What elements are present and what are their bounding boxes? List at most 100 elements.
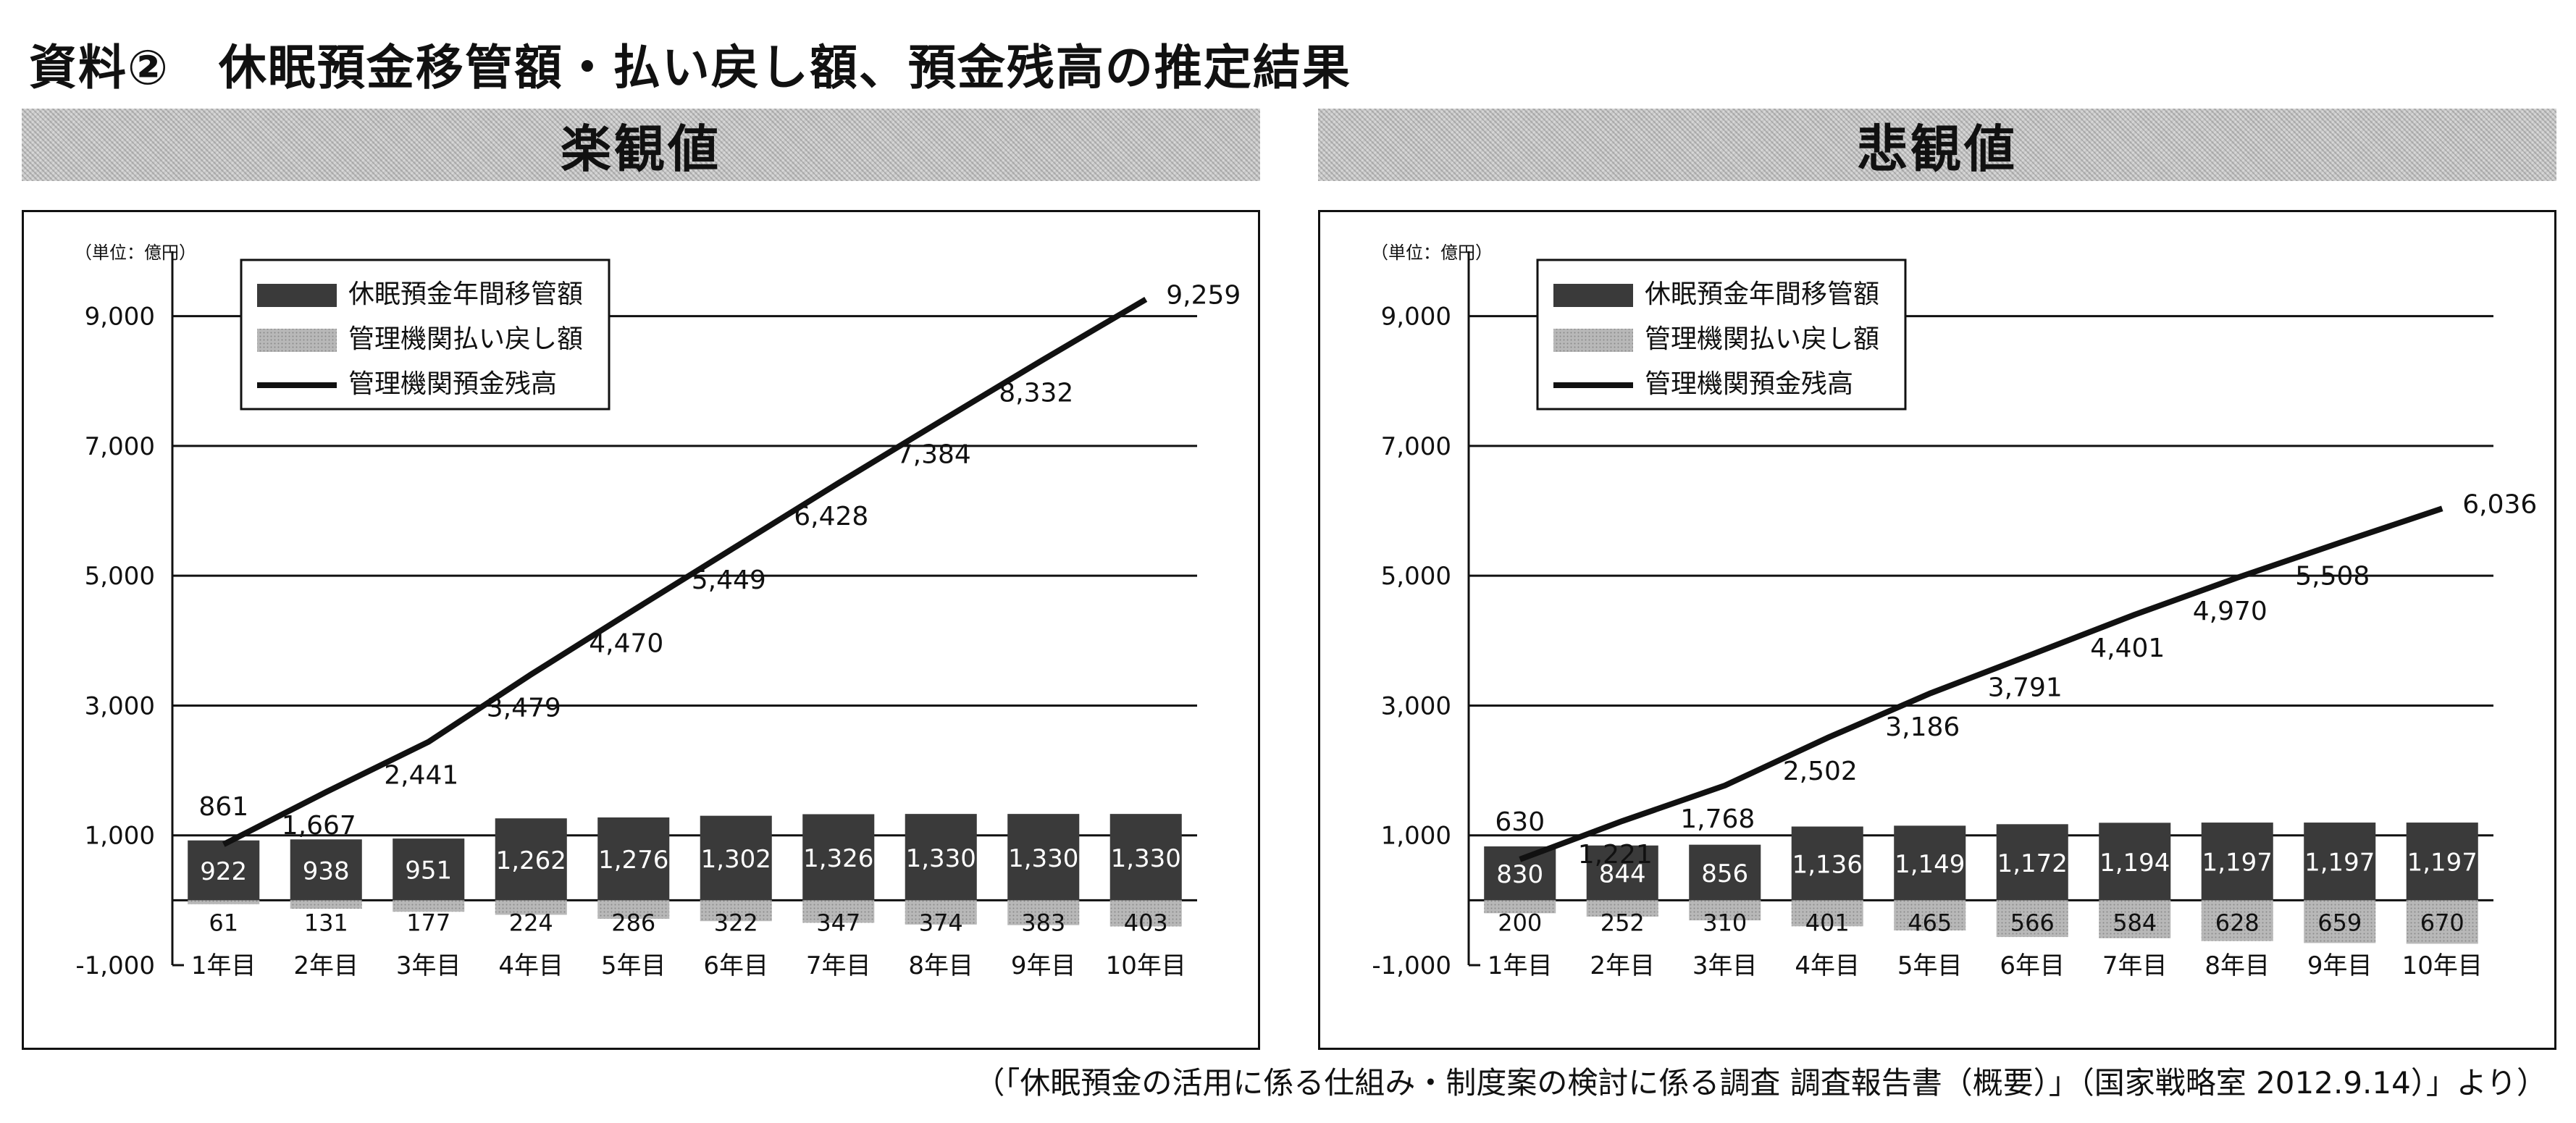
refund-bar-label: 200 bbox=[1498, 909, 1542, 936]
transfer-bar-label: 856 bbox=[1701, 859, 1748, 888]
refund-bar-label: 286 bbox=[611, 909, 655, 936]
transfer-bar bbox=[1007, 814, 1080, 901]
transfer-bar-label: 1,326 bbox=[803, 844, 873, 873]
optimistic-chart: （単位：億円） -1,000 1,000 3,000 5,000 7,000 9,000 92… bbox=[75, 243, 1241, 980]
transfer-bar-label: 922 bbox=[200, 857, 247, 886]
transfer-bar bbox=[597, 817, 670, 901]
legend-swatch-transfer bbox=[257, 284, 337, 307]
refund-bar-label: 347 bbox=[816, 909, 860, 936]
unit-label: （単位：億円） bbox=[75, 243, 196, 263]
refund-bar-label: 566 bbox=[2010, 909, 2055, 936]
x-tick-label: 1年目 bbox=[1488, 951, 1553, 980]
x-tick-label: 7年目 bbox=[2102, 951, 2168, 980]
x-tick-label: 3年目 bbox=[1692, 951, 1758, 980]
x-tick-label: 10年目 bbox=[1106, 951, 1186, 980]
legend-label: 管理機関預金残高 bbox=[348, 369, 557, 399]
balance-point-label: 2,502 bbox=[1783, 757, 1858, 786]
refund-bar bbox=[905, 900, 977, 925]
refund-bar bbox=[290, 900, 362, 909]
transfer-bar bbox=[290, 839, 362, 901]
optimistic-title: 楽観値 bbox=[561, 119, 721, 179]
y-tick-label: 3,000 bbox=[85, 691, 155, 720]
unit-label: （単位：億円） bbox=[1371, 243, 1493, 263]
refund-bar bbox=[1791, 900, 1863, 927]
refund-bar-label: 659 bbox=[2317, 909, 2362, 936]
refund-bar-label: 252 bbox=[1600, 909, 1645, 936]
refund-bar-label: 584 bbox=[2113, 909, 2157, 936]
refund-bar-label: 403 bbox=[1124, 909, 1168, 936]
transfer-bar bbox=[905, 814, 977, 901]
refund-bar-label: 374 bbox=[919, 909, 963, 936]
balance-point-label: 9,259 bbox=[1166, 280, 1241, 310]
legend-swatch-transfer bbox=[1553, 284, 1633, 307]
balance-point-label: 5,508 bbox=[2295, 562, 2370, 592]
transfer-bar bbox=[1689, 844, 1761, 901]
transfer-bar bbox=[1484, 846, 1556, 901]
y-tick-label: 7,000 bbox=[1381, 432, 1451, 461]
balance-point-label: 8,332 bbox=[999, 379, 1073, 408]
refund-bar-label: 383 bbox=[1021, 909, 1065, 936]
refund-bar bbox=[1996, 900, 2068, 938]
transfer-bar-label: 1,197 bbox=[2407, 849, 2478, 878]
transfer-bar bbox=[802, 814, 875, 901]
pessimistic-panel: 悲観値 （単位：億円） -1,000 1,000 3,000 5,000 7,000 9,0… bbox=[1318, 109, 2556, 1050]
refund-bar bbox=[597, 900, 670, 919]
transfer-bar-label: 1,149 bbox=[1895, 850, 1965, 879]
balance-point-label: 4,970 bbox=[2193, 597, 2267, 626]
balance-point-label: 4,401 bbox=[2090, 634, 2165, 663]
balance-point-label: 6,428 bbox=[794, 502, 868, 531]
refund-bar-label: 670 bbox=[2420, 909, 2464, 936]
refund-bar-label: 224 bbox=[509, 909, 553, 936]
balance-point-label: 4,470 bbox=[589, 629, 663, 659]
optimistic-panel: 楽観値 （単位：億円） -1,000 1,000 3,000 5,000 7,000 9,0… bbox=[22, 109, 1260, 1050]
pessimistic-title: 悲観値 bbox=[1857, 119, 2018, 179]
refund-bar-label: 177 bbox=[406, 909, 450, 936]
x-tick-label: 5年目 bbox=[1897, 951, 1963, 980]
refund-bar bbox=[2099, 900, 2171, 938]
legend-label: 管理機関払い戻し額 bbox=[348, 324, 583, 354]
x-tick-label: 10年目 bbox=[2402, 951, 2483, 980]
refund-bar bbox=[1007, 900, 1080, 925]
balance-point-label: 630 bbox=[1495, 807, 1545, 837]
pessimistic-chart-frame: （単位：億円） -1,000 1,000 3,000 5,000 7,000 9,000 83… bbox=[1318, 210, 2556, 1050]
transfer-bar-label: 938 bbox=[303, 857, 350, 886]
x-tick-label: 2年目 bbox=[1590, 951, 1655, 980]
refund-bar bbox=[188, 900, 260, 904]
refund-bar bbox=[2201, 900, 2273, 941]
transfer-bar bbox=[2201, 823, 2273, 901]
transfer-bar-label: 1,194 bbox=[2099, 849, 2170, 878]
transfer-bar bbox=[1996, 824, 2068, 901]
balance-point-label: 1,768 bbox=[1680, 804, 1755, 834]
refund-bar-label: 310 bbox=[1703, 909, 1747, 936]
refund-bar-label: 322 bbox=[714, 909, 758, 936]
refund-bar-label: 628 bbox=[2215, 909, 2260, 936]
y-tick-label: -1,000 bbox=[75, 951, 155, 980]
refund-bar bbox=[700, 900, 772, 922]
x-tick-label: 1年目 bbox=[191, 951, 256, 980]
transfer-bar bbox=[495, 818, 567, 901]
x-tick-label: 8年目 bbox=[908, 951, 973, 980]
transfer-bar-label: 1,197 bbox=[2202, 849, 2273, 878]
transfer-bar-label: 1,330 bbox=[906, 844, 976, 873]
refund-bar bbox=[495, 900, 567, 915]
transfer-bar-label: 844 bbox=[1599, 860, 1646, 889]
transfer-bar-label: 1,172 bbox=[1997, 849, 2068, 878]
legend-label: 管理機関預金残高 bbox=[1645, 369, 1853, 399]
x-tick-label: 2年目 bbox=[293, 951, 358, 980]
balance-point-label: 861 bbox=[198, 792, 248, 822]
balance-point-label: 2,441 bbox=[384, 761, 458, 791]
legend-swatch-refund bbox=[1553, 329, 1633, 352]
refund-bar bbox=[2304, 900, 2376, 943]
refund-bar bbox=[393, 900, 465, 912]
transfer-bar bbox=[1894, 825, 1966, 901]
transfer-bar bbox=[1109, 814, 1182, 901]
optimistic-banner: 楽観値 bbox=[22, 109, 1260, 181]
legend-label: 休眠預金年間移管額 bbox=[348, 279, 583, 309]
refund-bar bbox=[1484, 900, 1556, 914]
refund-bar-label: 131 bbox=[304, 909, 348, 936]
refund-bar-label: 401 bbox=[1805, 909, 1850, 936]
y-tick-label: 1,000 bbox=[85, 822, 155, 851]
y-tick-label: 7,000 bbox=[85, 432, 155, 461]
